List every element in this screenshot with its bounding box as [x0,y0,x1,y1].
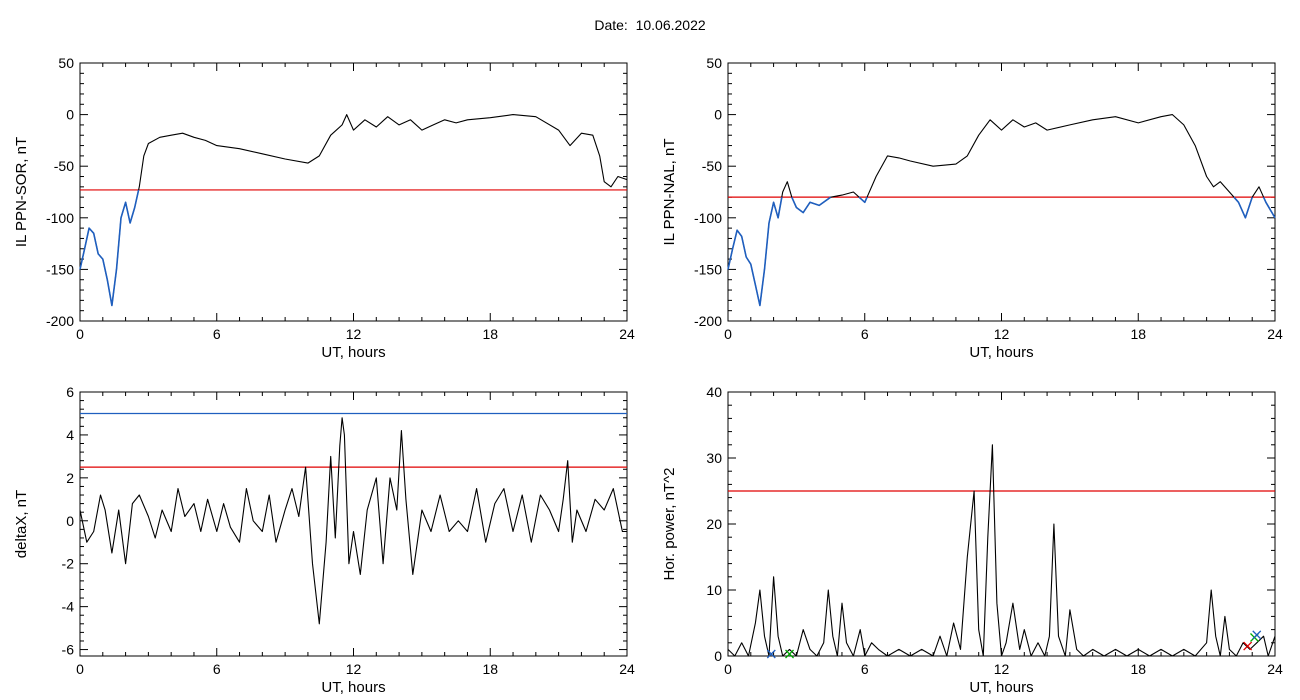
x-tick-label: 24 [619,326,635,342]
plot-frame [79,391,628,657]
series-highlight [79,189,140,307]
x-tick-label: 18 [482,326,498,342]
x-tick-label: 6 [213,326,221,342]
y-tick-label: 6 [66,384,74,400]
x-tick-label: 12 [994,661,1010,677]
x-tick-label: 0 [76,661,84,677]
series-line [79,114,628,307]
x-tick-label: 12 [346,326,362,342]
y-tick-label: -200 [46,313,74,329]
x-tick-label: 18 [482,661,498,677]
panel-il-ppn-nal: 0 6 12 18 24 50 0 -50 -100 -150 -200 UT, hours IL PP… [661,55,1283,361]
y-tick-label: 4 [66,427,74,443]
y-tick-label: 50 [58,55,74,71]
plot-frame [727,391,1276,657]
x-tick-label: 24 [619,661,635,677]
x-tick-label: 6 [213,661,221,677]
event-marker-green [785,649,794,659]
x-tick-label: 18 [1130,661,1146,677]
y-tick-label: 20 [706,516,722,532]
x-tick-label: 24 [1267,661,1283,677]
y-tick-label: 50 [706,55,722,71]
plot-frame [727,62,1276,322]
page-title: Date: 10.06.2022 [594,17,706,33]
x-axis-label: UT, hours [321,344,385,361]
plot-frame [79,62,628,322]
panel-il-ppn-sor: 0 6 12 18 24 50 0 -50 -100 -150 -200 UT, hours IL PP… [13,55,635,361]
x-tick-label: 6 [861,661,869,677]
y-tick-label: -100 [694,210,722,226]
series-highlight [1262,196,1276,219]
y-axis-label: Hor. power, nT^2 [661,468,678,581]
y-axis-label: IL PPN-NAL, nT [661,139,678,246]
y-tick-label: -6 [62,642,75,658]
x-tick-label: 12 [994,326,1010,342]
series-line [727,444,1276,657]
series-highlight [791,196,832,214]
y-tick-label: 0 [714,107,722,123]
x-axis-label: UT, hours [321,679,385,696]
y-tick-label: 2 [66,470,74,486]
y-tick-label: 40 [706,384,722,400]
x-tick-label: 24 [1267,326,1283,342]
x-axis-label: UT, hours [969,344,1033,361]
y-tick-label: -4 [62,599,75,615]
series-highlight [858,196,868,204]
y-tick-label: -150 [694,261,722,277]
y-tick-label: -100 [46,210,74,226]
panel-hor-power: 0 6 12 18 24 40 30 20 10 0 UT, hours Hor. power, nT… [661,384,1283,696]
y-tick-label: -50 [702,158,722,174]
y-tick-label: -2 [62,556,75,572]
series-line [79,417,627,625]
y-tick-label: 10 [706,582,722,598]
y-tick-label: -50 [54,158,74,174]
x-tick-label: 0 [76,326,84,342]
x-tick-label: 18 [1130,326,1146,342]
series-highlight [727,197,783,307]
event-marker-blue [766,649,776,659]
y-tick-label: 30 [706,450,722,466]
y-tick-label: 0 [66,107,74,123]
series-line [727,114,1276,307]
event-marker-red [1243,641,1253,651]
panel-delta-x: 0 6 12 18 24 6 4 2 0 -2 -4 -6 UT, hours deltaX, nT [13,384,635,696]
x-axis-label: UT, hours [969,679,1033,696]
y-tick-label: -200 [694,313,722,329]
event-marker-blue [1252,630,1262,640]
y-axis-label: IL PPN-SOR, nT [13,137,30,247]
x-tick-label: 6 [861,326,869,342]
y-tick-label: -150 [46,261,74,277]
x-tick-label: 12 [346,661,362,677]
y-tick-label: 0 [714,648,722,664]
x-tick-label: 0 [724,661,732,677]
x-tick-label: 0 [724,326,732,342]
series-highlight [1233,196,1253,219]
y-axis-label: deltaX, nT [13,490,30,558]
y-tick-label: 0 [66,513,74,529]
